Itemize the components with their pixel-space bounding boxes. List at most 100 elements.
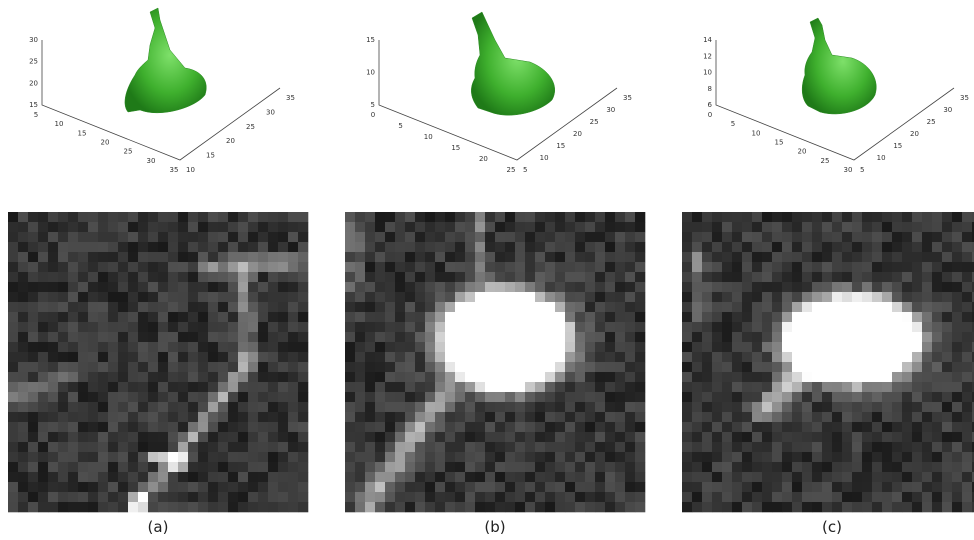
pixel: [595, 252, 605, 262]
pixel: [178, 382, 188, 392]
pixel: [118, 432, 128, 442]
pixel: [485, 412, 495, 422]
pixel: [168, 362, 178, 372]
pixel: [732, 332, 742, 342]
pixel: [218, 492, 228, 502]
pixel: [345, 292, 355, 302]
pixel: [515, 262, 525, 272]
pixel: [752, 332, 762, 342]
pixel: [922, 352, 932, 362]
pixel: [228, 452, 238, 462]
pixel: [762, 502, 772, 512]
pixel: [375, 382, 385, 392]
pixel: [425, 362, 435, 372]
pixel: [575, 382, 585, 392]
pixel: [862, 282, 872, 292]
pixel: [962, 312, 972, 322]
pixel: [88, 372, 98, 382]
pixel: [268, 322, 278, 332]
pixel: [218, 302, 228, 312]
pixel: [585, 282, 595, 292]
pixel: [625, 332, 635, 342]
pixel: [515, 372, 525, 382]
pixel: [138, 252, 148, 262]
pixel: [385, 322, 395, 332]
pixel: [635, 262, 645, 272]
pixel: [862, 432, 872, 442]
pixel: [932, 302, 942, 312]
pixel: [405, 422, 415, 432]
pixel: [475, 412, 485, 422]
pixel: [822, 352, 832, 362]
pixel: [128, 372, 138, 382]
pixel: [365, 412, 375, 422]
pixel: [932, 272, 942, 282]
pixel: [148, 302, 158, 312]
pixel: [68, 462, 78, 472]
pixel: [892, 212, 902, 222]
pixel: [752, 262, 762, 272]
pixel: [455, 282, 465, 292]
pixel: [188, 222, 198, 232]
pixel: [238, 302, 248, 312]
pixel: [248, 332, 258, 342]
pixel: [712, 492, 722, 502]
pixel: [852, 432, 862, 442]
pixel: [228, 382, 238, 392]
pixel: [288, 272, 298, 282]
pixel: [565, 352, 575, 362]
pixel: [942, 352, 952, 362]
pixel: [435, 462, 445, 472]
pixel: [595, 302, 605, 312]
pixel: [862, 402, 872, 412]
pixel: [485, 252, 495, 262]
pixel: [842, 292, 852, 302]
pixel: [802, 402, 812, 412]
pixel: [702, 442, 712, 452]
pixel: [495, 442, 505, 452]
pixel: [922, 462, 932, 472]
pixel: [635, 492, 645, 502]
pixel: [515, 462, 525, 472]
pixel: [912, 222, 922, 232]
pixel: [782, 362, 792, 372]
pixel: [288, 482, 298, 492]
pixel: [962, 262, 972, 272]
pixel: [862, 452, 872, 462]
pixel: [762, 462, 772, 472]
pixel: [118, 232, 128, 242]
pixel: [802, 432, 812, 442]
pixel: [158, 232, 168, 242]
pixel: [58, 382, 68, 392]
pixel: [535, 472, 545, 482]
pixel: [18, 262, 28, 272]
pixel: [595, 402, 605, 412]
pixel: [168, 302, 178, 312]
pixel: [355, 482, 365, 492]
pixel: [435, 502, 445, 512]
pixel: [238, 282, 248, 292]
pixel: [575, 282, 585, 292]
pixel: [48, 392, 58, 402]
pixel: [615, 242, 625, 252]
pixel: [932, 232, 942, 242]
pixel: [78, 222, 88, 232]
pixel: [138, 482, 148, 492]
micrograph: [345, 212, 645, 512]
x-tick-label: 10: [752, 129, 761, 137]
pixel: [108, 422, 118, 432]
pixel: [942, 242, 952, 252]
pixel: [605, 452, 615, 462]
pixel: [802, 362, 812, 372]
pixel: [635, 482, 645, 492]
pixel: [545, 262, 555, 272]
pixel: [892, 462, 902, 472]
pixel: [615, 462, 625, 472]
pixel: [852, 482, 862, 492]
pixel: [228, 312, 238, 322]
pixel: [575, 322, 585, 332]
pixel: [28, 262, 38, 272]
pixel: [258, 352, 268, 362]
pixel: [108, 212, 118, 222]
pixel: [902, 402, 912, 412]
